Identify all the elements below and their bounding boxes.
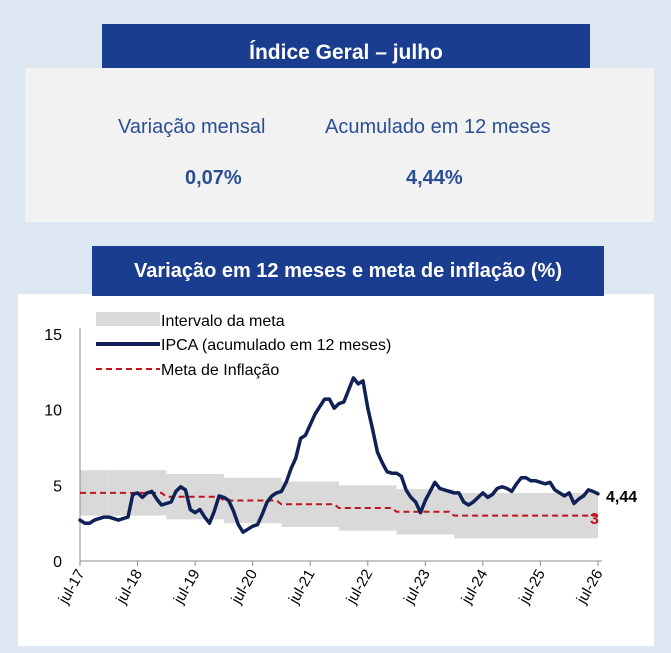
- x-tick-label: jul-21: [285, 567, 319, 608]
- x-tick-label: jul-25: [515, 567, 549, 608]
- summary-panel: [25, 68, 654, 222]
- x-tick-label: jul-26: [573, 567, 607, 608]
- accumulated-12m-label: Acumulado em 12 meses: [325, 116, 551, 138]
- legend-ipca-label: IPCA (acumulado em 12 meses): [161, 337, 391, 354]
- x-tick-label: jul-19: [170, 567, 204, 608]
- ipca-line-layer: [78, 376, 600, 534]
- chart-title: Variação em 12 meses e meta de inflação …: [134, 260, 562, 282]
- index-title: Índice Geral – julho: [249, 41, 443, 64]
- chart-title-banner: Variação em 12 meses e meta de inflação …: [92, 246, 604, 296]
- x-tick-label: jul-24: [458, 567, 492, 608]
- monthly-variation-value: 0,07%: [185, 167, 242, 189]
- ipca-line: [78, 376, 600, 534]
- target-end-label: 3: [590, 511, 599, 528]
- y-tick-label: 0: [53, 554, 62, 571]
- ipca-end-label: 4,44: [606, 489, 637, 506]
- y-tick-label: 10: [44, 403, 62, 420]
- chart-panel: 0 5 10 15 jul-17 jul-18 jul-19 jul-20 jul-21 jul-…: [18, 294, 654, 646]
- inflation-chart: 0 5 10 15 jul-17 jul-18 jul-19 jul-20 jul-21 jul-…: [44, 312, 637, 608]
- x-tick-label: jul-18: [112, 567, 146, 608]
- accumulated-12m-value: 4,44%: [406, 167, 463, 189]
- monthly-variation-label: Variação mensal: [118, 116, 266, 138]
- legend-target-label: Meta de Inflação: [161, 362, 279, 379]
- legend-band-swatch: [96, 312, 160, 326]
- y-tick-label: 15: [44, 327, 62, 344]
- x-tick-label: jul-20: [228, 567, 262, 608]
- y-tick-label: 5: [53, 478, 62, 495]
- x-tick-label: jul-22: [343, 567, 377, 608]
- x-tick-label: jul-23: [400, 567, 434, 608]
- x-tick-label: jul-17: [55, 567, 89, 608]
- legend: Intervalo da meta IPCA (acumulado em 12 …: [96, 312, 391, 379]
- legend-band-label: Intervalo da meta: [161, 313, 285, 330]
